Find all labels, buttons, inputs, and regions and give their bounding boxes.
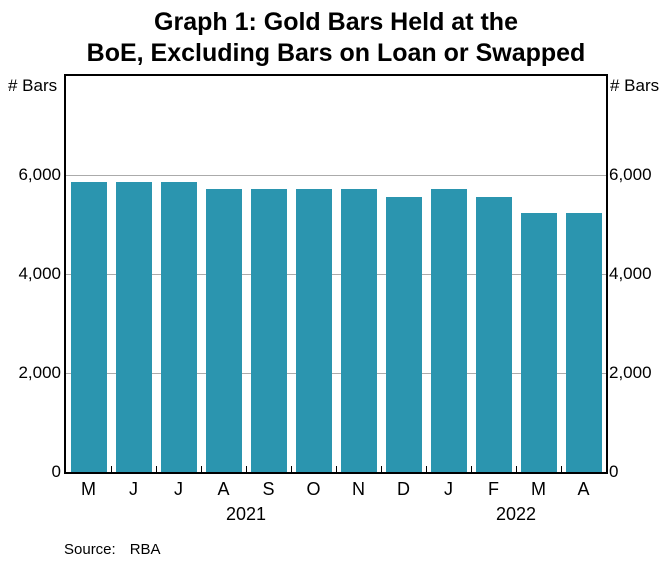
bar-J-1	[115, 181, 152, 472]
y-axis-unit-left: # Bars	[8, 76, 58, 95]
x-axis-tick	[426, 466, 427, 472]
x-axis-tick	[291, 466, 292, 472]
source-note: Source: RBA	[64, 541, 161, 558]
bar-O-5	[295, 189, 332, 472]
ytick-right-label-4000: 4,000	[609, 264, 652, 283]
ytick-left-label-4000: 4,000	[18, 264, 61, 283]
bar-S-4	[250, 189, 287, 472]
x-axis-tick	[471, 466, 472, 472]
x-axis-month-3: A	[217, 479, 230, 499]
x-axis-month-11: A	[577, 479, 590, 499]
x-axis-month-4: S	[262, 479, 275, 499]
plot-area	[64, 74, 608, 474]
x-axis-tick	[156, 466, 157, 472]
x-axis-year-2021: 2021	[225, 504, 267, 524]
ytick-right-label-6000: 6,000	[609, 165, 652, 184]
ytick-left-label-6000: 6,000	[18, 165, 61, 184]
chart-title: Graph 1: Gold Bars Held at the BoE, Excl…	[0, 7, 672, 69]
ytick-right-label-2000: 2,000	[609, 363, 652, 382]
x-axis-tick	[246, 466, 247, 472]
bar-A-3	[205, 189, 242, 472]
x-axis-month-6: N	[352, 479, 365, 499]
gridline-2000	[66, 373, 606, 374]
x-axis-month-0: M	[81, 479, 96, 499]
x-axis-tick	[381, 466, 382, 472]
x-axis-month-1: J	[129, 479, 138, 499]
x-axis-month-10: M	[531, 479, 546, 499]
chart-title-line1: Graph 1: Gold Bars Held at the	[154, 8, 518, 36]
bar-J-2	[160, 181, 197, 472]
bar-F-9	[475, 196, 512, 472]
x-axis-tick	[111, 466, 112, 472]
gridline-4000	[66, 274, 606, 275]
x-axis-tick	[201, 466, 202, 472]
x-axis-month-5: O	[306, 479, 321, 499]
gridline-6000	[66, 175, 606, 176]
ytick-right-label-0: 0	[609, 462, 619, 481]
bar-A-11	[565, 213, 602, 472]
bar-M-10	[520, 213, 557, 472]
chart-title-line2: BoE, Excluding Bars on Loan or Swapped	[86, 39, 586, 67]
x-axis-month-8: J	[444, 479, 453, 499]
bar-D-7	[385, 196, 422, 472]
bar-M-0	[70, 181, 107, 472]
bar-J-8	[430, 189, 467, 472]
source-label: Source:	[64, 541, 116, 558]
x-axis-month-2: J	[174, 479, 183, 499]
x-axis-tick	[336, 466, 337, 472]
x-axis-tick	[516, 466, 517, 472]
ytick-left-label-2000: 2,000	[18, 363, 61, 382]
x-axis-year-2022: 2022	[495, 504, 537, 524]
x-axis-month-9: F	[488, 479, 499, 499]
bar-N-6	[340, 189, 377, 472]
y-axis-unit-right: # Bars	[610, 76, 660, 95]
x-axis-tick	[561, 466, 562, 472]
x-axis-month-7: D	[397, 479, 410, 499]
ytick-left-label-0: 0	[51, 462, 61, 481]
source-value: RBA	[129, 541, 161, 558]
